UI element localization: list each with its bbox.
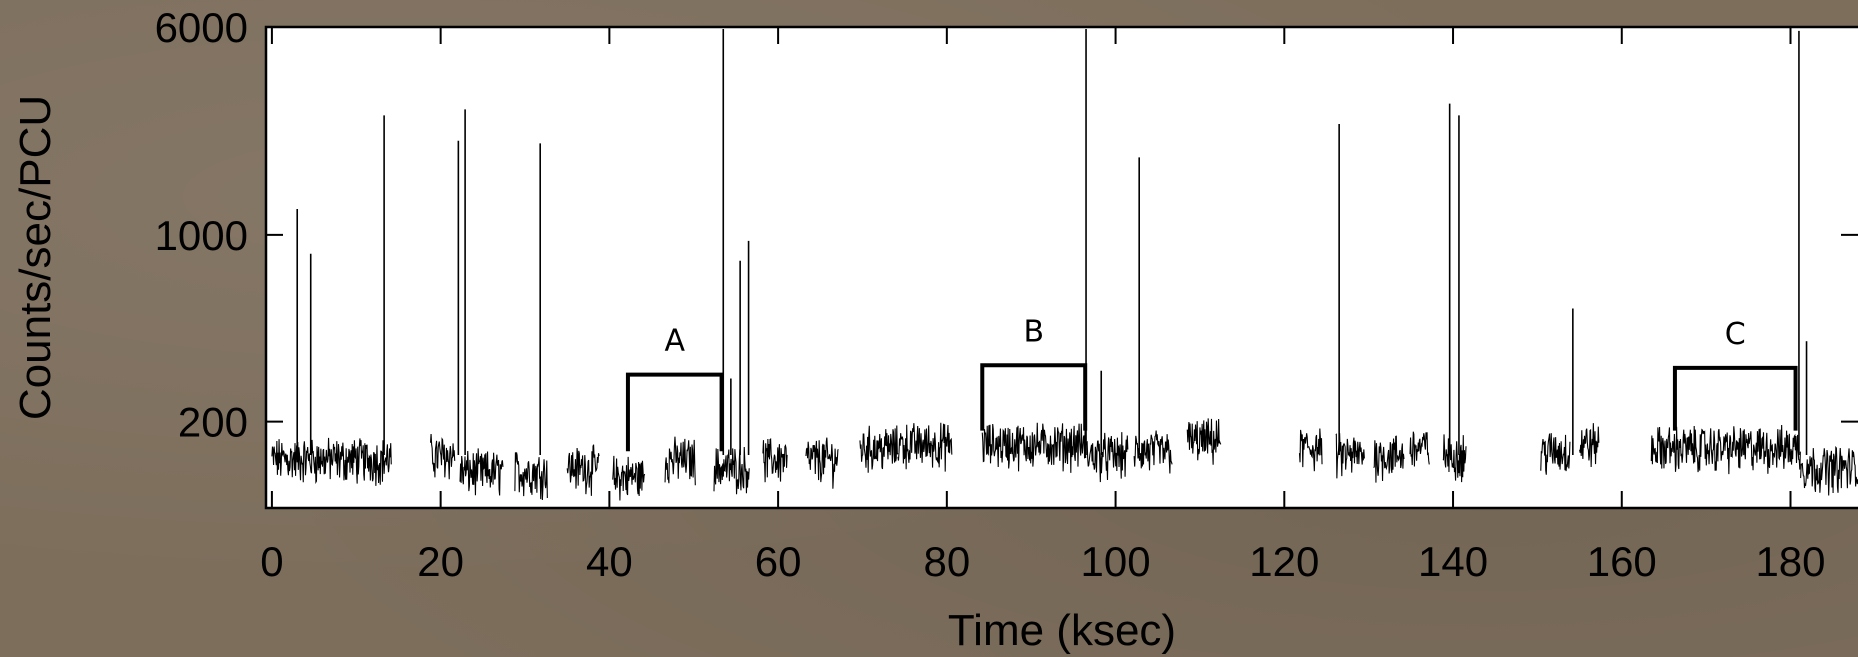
persistent-segment <box>859 425 899 473</box>
persistent-segment <box>1409 431 1430 467</box>
persistent-segment <box>429 433 456 480</box>
x-tick-label: 140 <box>1418 538 1488 585</box>
data-series <box>271 28 1858 501</box>
x-tick-label: 180 <box>1755 538 1825 585</box>
y-axis-title: Counts/sec/PCU <box>11 95 60 420</box>
x-tick-label: 60 <box>755 538 802 585</box>
persistent-segment <box>762 438 788 483</box>
x-tick-label: 120 <box>1249 538 1319 585</box>
x-tick-label: 160 <box>1587 538 1657 585</box>
persistent-segment <box>612 455 646 501</box>
x-tick-label: 0 <box>260 538 283 585</box>
persistent-segment <box>1442 434 1467 483</box>
persistent-segment <box>1085 432 1129 483</box>
annotation-bracket <box>1672 365 1798 431</box>
axes: 0 20 40 60 80 100 120 140 160 180 200 1000 6000 <box>155 4 1858 585</box>
x-tick-label: 20 <box>417 538 464 585</box>
persistent-segment <box>805 437 839 489</box>
persistent-segment <box>1335 433 1365 479</box>
persistent-segment <box>1650 425 1801 475</box>
persistent-segment <box>897 422 953 472</box>
persistent-segment <box>1540 433 1571 475</box>
persistent-segment <box>514 452 548 501</box>
annotation-bracket <box>980 363 1088 431</box>
persistent-segment <box>664 436 696 486</box>
persistent-segment <box>271 437 392 486</box>
x-tick-label: 100 <box>1081 538 1151 585</box>
persistent-segment <box>1579 423 1600 467</box>
plot-frame <box>264 25 1858 510</box>
persistent-segment <box>713 446 750 495</box>
annotation-label: B <box>1023 314 1044 349</box>
x-axis-title: Time (ksec) <box>948 606 1176 655</box>
persistent-segment <box>459 448 504 496</box>
x-tick-label: 40 <box>586 538 633 585</box>
annotations: A B C <box>625 314 1798 452</box>
persistent-segment <box>1133 430 1173 474</box>
y-tick-label: 6000 <box>155 4 248 51</box>
y-tick-label: 1000 <box>155 212 248 259</box>
y-tick-label: 200 <box>178 399 248 446</box>
annotation-bracket <box>625 372 724 452</box>
persistent-segment <box>1800 445 1858 496</box>
persistent-segment <box>566 444 600 496</box>
x-tick-label: 80 <box>923 538 970 585</box>
persistent-segment <box>1373 435 1405 483</box>
persistent-segment <box>981 422 1087 473</box>
annotation-label: C <box>1725 317 1746 352</box>
persistent-segment <box>1298 428 1323 472</box>
plot-area <box>266 27 1858 508</box>
persistent-segment <box>1186 418 1222 465</box>
annotation-label: A <box>664 324 685 359</box>
